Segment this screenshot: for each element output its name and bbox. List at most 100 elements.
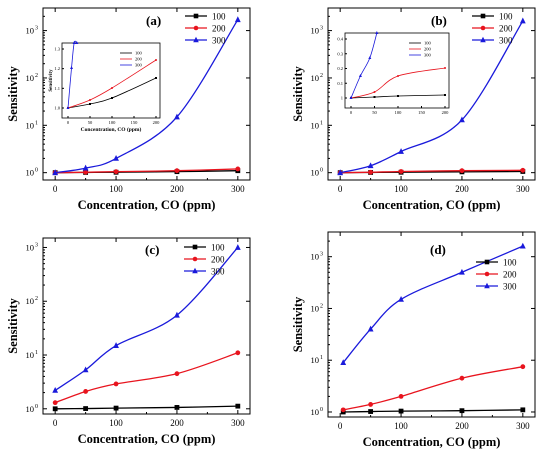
inset-y-axis-title: Sensitivity [49,69,54,92]
data-point-300 [519,242,526,249]
data-point-200 [459,375,465,381]
inset-x-tick-label: 0 [350,110,353,115]
data-point-200 [340,407,346,413]
x-tick-label: 300 [516,421,530,431]
data-point-200 [113,169,119,175]
inset-data-point [397,95,399,97]
data-point-300 [82,164,89,171]
y-axis-title: Sensitivity [291,65,305,121]
data-point-300 [234,16,241,23]
inset-x-tick-label: 100 [109,120,117,125]
legend-marker [193,25,199,31]
inset-y-tick-label: 0.4 [337,37,343,42]
x-axis-title: Concentration, CO (ppm) [78,198,216,212]
legend-label: 300 [499,36,513,46]
y-axis-title: Sensitivity [291,296,305,352]
x-tick-label: 100 [109,418,123,428]
inset-series-line-100 [350,94,446,99]
y-tick-label: 10 [26,26,35,36]
x-tick-label: 300 [231,418,245,428]
y-tick-label: 10 [311,120,320,130]
data-point-300 [459,268,465,275]
inset-data-point [89,103,91,105]
inset-y-tick-label: 0.1 [337,81,343,86]
data-point-200 [174,168,180,174]
data-point-300 [52,386,59,393]
data-point-200 [235,350,241,356]
y-tick-exponent: 1 [35,350,38,356]
data-point-300 [337,169,344,176]
legend-label: 300 [211,267,225,277]
data-point-300 [398,295,404,302]
y-tick-label: 10 [311,407,320,417]
data-point-100 [174,405,180,410]
legend-marker [192,244,198,250]
inset-data-point [358,74,362,77]
data-point-100 [113,405,119,411]
inset-legend-label: 100 [424,41,432,46]
inset-x-axis-title: Concentration, CO (ppm) [81,126,142,133]
data-point-300 [367,325,374,332]
x-tick-label: 0 [338,184,343,194]
legend-label: 100 [212,12,226,22]
legend-label: 300 [503,282,517,292]
data-point-100 [52,406,58,412]
x-tick-label: 0 [53,418,58,428]
data-point-200 [368,169,374,175]
legend: 100 200 300 [184,243,225,277]
y-tick-exponent: 3 [320,252,323,258]
data-point-300 [340,359,347,365]
legend-label: 200 [211,255,225,265]
legend: 100 200 300 [472,12,513,46]
inset-legend-label: 200 [424,47,432,52]
inset-data-point [70,66,74,69]
data-point-300 [113,342,119,348]
y-tick-label: 10 [26,296,35,306]
inset-series-line-300 [67,40,78,109]
data-point-200 [520,167,526,173]
inset-y-tick-label: 1.2 [54,66,60,71]
legend: 100 200 300 [185,12,226,46]
inset-y-tick-label: 0.3 [337,51,343,56]
data-point-100 [83,406,89,411]
inset-data-point [155,77,157,79]
inset-y-tick-label: 1.3 [54,47,60,52]
data-point-100 [520,407,526,413]
legend-label: 100 [211,243,225,253]
data-point-200 [459,168,465,174]
series-line-300 [342,245,524,364]
inset-data-point [368,56,372,59]
y-axis-title: Sensitivity [6,65,20,121]
y-tick-exponent: 2 [320,303,323,309]
y-tick-label: 10 [26,242,35,252]
data-point-300 [519,17,526,24]
y-tick-exponent: 1 [35,120,38,126]
y-tick-label: 10 [311,73,320,83]
x-tick-label: 200 [170,418,184,428]
y-tick-label: 10 [311,355,320,365]
y-tick-exponent: 3 [320,26,323,32]
legend-marker [480,13,486,19]
inset-x-tick-label: 50 [88,120,93,125]
series-line-300 [340,20,524,174]
legend-label: 200 [212,24,226,34]
data-point-300 [82,366,89,373]
y-tick-exponent: 3 [35,26,38,32]
y-tick-label: 10 [26,168,35,178]
legend-label: 200 [499,24,513,34]
y-tick-label: 10 [311,26,320,36]
y-tick-label: 10 [26,350,35,360]
inset-data-point [444,94,446,96]
data-point-100 [398,408,404,414]
y-tick-label: 10 [311,303,320,313]
inset-x-tick-label: 50 [372,110,377,115]
data-point-200 [368,402,374,407]
x-tick-label: 100 [394,184,408,194]
inset-data-point [373,91,376,93]
inset-data-point [72,41,76,44]
data-point-100 [459,408,465,414]
